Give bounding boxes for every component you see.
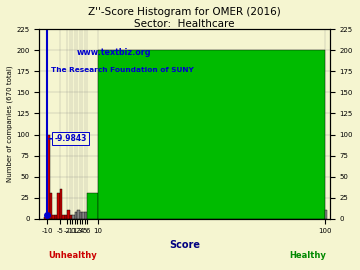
Title: Z''-Score Histogram for OMER (2016)
Sector:  Healthcare: Z''-Score Histogram for OMER (2016) Sect… [88,7,281,29]
Bar [55,214,57,219]
Bar [45,217,47,219]
Bar [67,210,70,219]
Bar [85,212,87,219]
Bar [57,194,60,219]
Bar [80,212,82,219]
X-axis label: Score: Score [169,240,200,250]
Bar [72,214,75,219]
Bar [47,134,50,219]
Bar [70,214,72,219]
Bar [60,189,62,219]
Bar [82,212,85,219]
Bar [87,194,98,219]
Bar [65,214,67,219]
Text: www.textbiz.org: www.textbiz.org [77,48,152,57]
Bar [98,50,325,219]
Bar [77,210,80,219]
Bar [75,212,77,219]
Y-axis label: Number of companies (670 total): Number of companies (670 total) [7,66,13,182]
Bar [52,214,55,219]
Text: Unhealthy: Unhealthy [48,251,97,260]
Bar [62,214,65,219]
Bar [325,210,327,219]
Text: The Research Foundation of SUNY: The Research Foundation of SUNY [51,67,194,73]
Text: Healthy: Healthy [289,251,326,260]
Bar [50,194,52,219]
Text: -9.9843: -9.9843 [54,134,87,143]
